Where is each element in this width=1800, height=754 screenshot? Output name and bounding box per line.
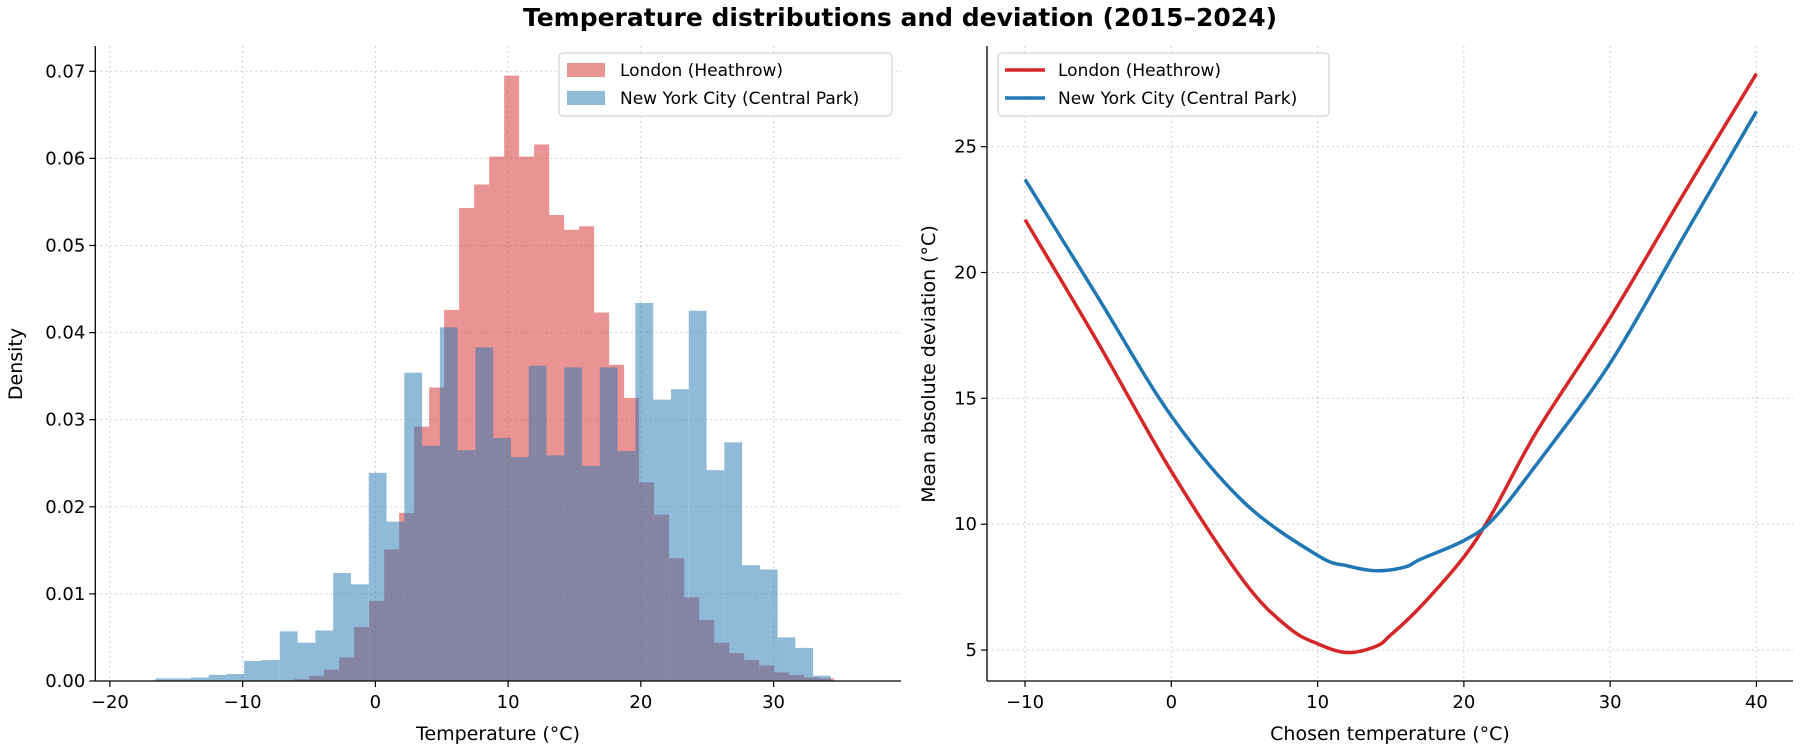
london-deviation-line <box>1023 72 1758 655</box>
nyc-bar <box>422 445 440 681</box>
nyc-bar <box>493 437 512 681</box>
y-tick-label: 0.06 <box>45 148 85 169</box>
nyc-bar <box>813 675 831 681</box>
legend-label-london: London (Heathrow) <box>1058 61 1221 81</box>
legend-swatch-nyc <box>567 91 605 105</box>
nyc-bar <box>226 674 245 681</box>
nyc-bar <box>368 472 387 681</box>
x-axis-label: Temperature (°C) <box>415 723 580 745</box>
y-axis-label: Density <box>5 328 27 400</box>
legend-label-nyc: New York City (Central Park) <box>620 89 859 109</box>
nyc-bar <box>191 677 209 681</box>
legend-swatch-london <box>567 63 605 77</box>
x-tick-label: 10 <box>497 692 520 713</box>
nyc-bar <box>564 367 583 681</box>
nyc-bar <box>617 451 636 681</box>
nyc-bar <box>315 630 334 681</box>
nyc-bar <box>635 302 654 681</box>
axes: −20 −10 0 10 20 30 0.00 0.01 0.02 0.03 0.04 0.05 0.0… <box>45 46 901 713</box>
y-tick-label: 0.05 <box>45 235 85 256</box>
nyc-bar <box>457 450 476 681</box>
y-tick-label: 0.07 <box>45 61 85 82</box>
nyc-bar <box>546 455 565 681</box>
y-axis-label: Mean absolute deviation (°C) <box>918 225 940 502</box>
nyc-bar <box>475 347 494 681</box>
nyc-bar <box>244 660 263 681</box>
x-tick-label: 40 <box>1745 692 1768 713</box>
nyc-bar <box>511 457 529 681</box>
legend-frame <box>997 52 1330 117</box>
nyc-bar <box>350 584 369 681</box>
x-tick-label: −10 <box>1006 692 1044 713</box>
legend: London (Heathrow) New York City (Central… <box>558 52 893 117</box>
nyc-bar <box>706 470 725 681</box>
legend-label-london: London (Heathrow) <box>620 61 783 81</box>
nyc-bar <box>155 678 174 681</box>
nyc-bar <box>599 367 618 681</box>
y-tick-label: 15 <box>954 388 977 409</box>
nyc-bar <box>262 660 280 681</box>
histogram-panel: −20 −10 0 10 20 30 0.00 0.01 0.02 0.03 0.04 0.05 0.0… <box>5 46 901 745</box>
deviation-panel: −10 0 10 20 30 40 5 10 15 20 25 Chosen temperature… <box>918 46 1793 745</box>
nyc-bar <box>688 310 707 681</box>
y-tick-label: 0.02 <box>45 497 85 518</box>
figure-title: Temperature distributions and deviation … <box>523 3 1277 32</box>
nyc-deviation-line <box>1023 110 1758 573</box>
grid <box>987 46 1793 681</box>
x-tick-label: 20 <box>1452 692 1475 713</box>
y-tick-label: 10 <box>954 514 977 535</box>
nyc-bar <box>670 389 689 681</box>
axes: −10 0 10 20 30 40 5 10 15 20 25 <box>954 46 1793 713</box>
nyc-bar <box>724 442 743 681</box>
y-tick-label: 0.03 <box>45 410 85 431</box>
x-tick-label: 20 <box>629 692 652 713</box>
nyc-bar <box>653 399 671 681</box>
x-tick-label: −20 <box>91 692 129 713</box>
nyc-bar <box>173 678 191 681</box>
nyc-bar <box>404 372 423 681</box>
y-tick-label: 20 <box>954 263 977 284</box>
nyc-bar <box>439 327 458 681</box>
nyc-bar <box>333 572 351 681</box>
nyc-bar <box>582 465 600 681</box>
nyc-bar <box>528 365 547 681</box>
nyc-bar <box>759 569 778 681</box>
nyc-bar <box>208 674 227 681</box>
y-tick-label: 25 <box>954 137 977 158</box>
x-tick-label: −10 <box>224 692 262 713</box>
legend-label-nyc: New York City (Central Park) <box>1058 89 1297 109</box>
x-axis-label: Chosen temperature (°C) <box>1270 723 1510 745</box>
x-tick-label: 0 <box>1166 692 1177 713</box>
x-tick-label: 0 <box>370 692 381 713</box>
y-tick-label: 0.00 <box>45 671 85 692</box>
deviation-lines <box>1023 72 1758 655</box>
x-tick-label: 10 <box>1306 692 1329 713</box>
y-tick-label: 0.04 <box>45 323 85 344</box>
y-tick-label: 5 <box>966 640 977 661</box>
x-tick-label: 30 <box>762 692 785 713</box>
nyc-bar <box>742 565 760 681</box>
y-tick-label: 0.01 <box>45 584 85 605</box>
legend: London (Heathrow) New York City (Central… <box>997 52 1330 117</box>
nyc-bar <box>777 637 796 681</box>
x-tick-label: 30 <box>1599 692 1622 713</box>
nyc-bar <box>386 521 405 681</box>
legend-frame <box>558 52 893 117</box>
nyc-bar <box>279 631 298 681</box>
nyc-bar <box>297 642 316 681</box>
nyc-bar <box>795 647 814 681</box>
histogram-bars <box>155 75 835 682</box>
